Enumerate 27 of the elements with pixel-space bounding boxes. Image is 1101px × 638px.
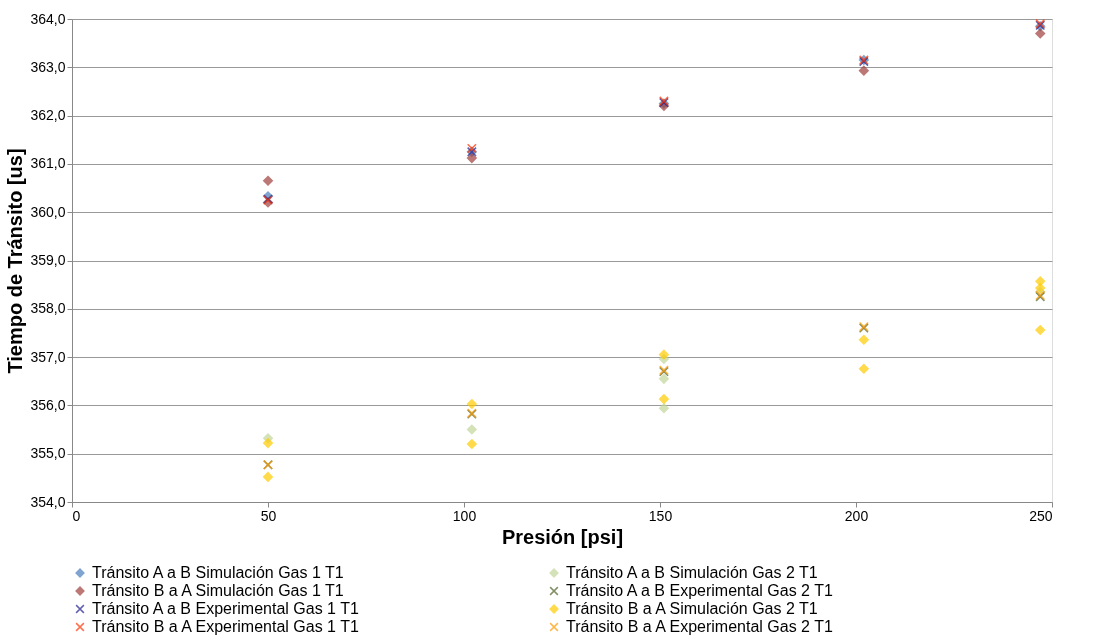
- x-tick-label: 250: [1029, 507, 1053, 524]
- y-tick-label: 354,0: [30, 493, 66, 510]
- legend-label: Tránsito A a B Simulación Gas 2 T1: [566, 564, 818, 581]
- y-axis-title: Tiempo de Tránsito [us]: [4, 148, 27, 374]
- legend-label: Tránsito B a A Simulación Gas 1 T1: [92, 582, 344, 599]
- x-axis-title: Presión [psi]: [501, 525, 624, 548]
- x-tick-label: 200: [844, 507, 869, 524]
- y-tick-label: 361,0: [30, 155, 66, 172]
- y-tick-label: 364,0: [30, 10, 66, 27]
- y-tick-label: 358,0: [30, 300, 66, 317]
- legend-label: Tránsito B a A Simulación Gas 2 T1: [566, 600, 818, 617]
- legend-label: Tránsito A a B Simulación Gas 1 T1: [92, 564, 344, 581]
- x-tick-label: 50: [260, 507, 277, 524]
- y-tick-label: 359,0: [30, 252, 66, 268]
- x-tick-label: 0: [72, 507, 81, 524]
- legend-label: Tránsito A a B Experimental Gas 1 T1: [92, 600, 359, 617]
- legend-label: Tránsito B a A Experimental Gas 2 T1: [566, 618, 833, 635]
- y-tick-label: 357,0: [30, 348, 66, 365]
- y-tick-label: 363,0: [30, 58, 66, 75]
- y-tick-label: 355,0: [30, 445, 66, 462]
- y-tick-label: 360,0: [30, 203, 66, 220]
- x-tick-label: 150: [648, 507, 673, 524]
- x-tick-label: 100: [452, 507, 477, 524]
- legend-label: Tránsito B a A Experimental Gas 1 T1: [92, 618, 359, 635]
- y-tick-label: 356,0: [30, 396, 66, 413]
- y-tick-label: 362,0: [30, 107, 66, 124]
- legend-label: Tránsito A a B Experimental Gas 2 T1: [566, 582, 833, 599]
